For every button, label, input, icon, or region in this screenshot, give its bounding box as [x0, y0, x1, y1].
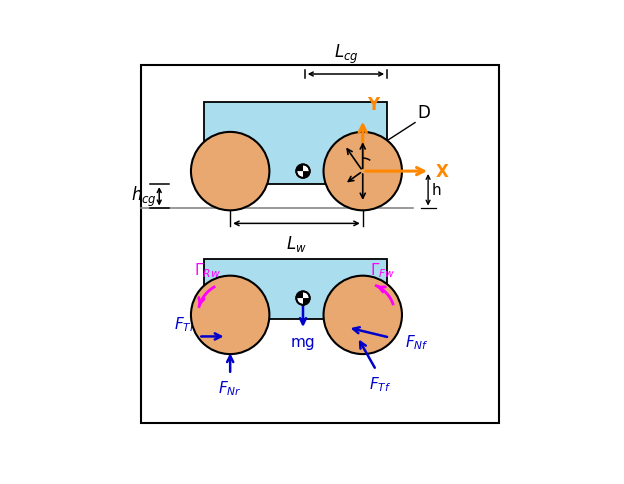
Bar — [204, 259, 387, 319]
Text: $L_w$: $L_w$ — [286, 233, 307, 253]
Text: $F_{Tf}$: $F_{Tf}$ — [369, 374, 391, 393]
Wedge shape — [303, 172, 310, 179]
Circle shape — [323, 276, 402, 354]
Text: $F_{Tr}$: $F_{Tr}$ — [174, 315, 197, 333]
Wedge shape — [303, 299, 310, 305]
Bar — [204, 103, 387, 185]
Text: $\theta$: $\theta$ — [372, 156, 383, 172]
Wedge shape — [296, 165, 303, 172]
Text: h: h — [432, 183, 441, 198]
Circle shape — [296, 165, 310, 179]
Text: $L_{cg}$: $L_{cg}$ — [334, 43, 358, 65]
Text: $F_{Nf}$: $F_{Nf}$ — [405, 332, 429, 351]
Circle shape — [296, 292, 310, 305]
Text: D: D — [417, 104, 430, 121]
Text: $h_{cg}$: $h_{cg}$ — [131, 185, 157, 209]
Text: mg: mg — [291, 334, 315, 349]
Circle shape — [323, 133, 402, 211]
Text: $F_{Nr}$: $F_{Nr}$ — [218, 378, 242, 397]
Text: $\Gamma_{Fw}$: $\Gamma_{Fw}$ — [370, 261, 396, 279]
Wedge shape — [296, 292, 303, 299]
Text: X: X — [436, 163, 449, 181]
Text: Y: Y — [368, 96, 379, 114]
Text: $\Gamma_{Rw}$: $\Gamma_{Rw}$ — [195, 261, 221, 279]
Circle shape — [191, 276, 270, 354]
Circle shape — [191, 133, 270, 211]
